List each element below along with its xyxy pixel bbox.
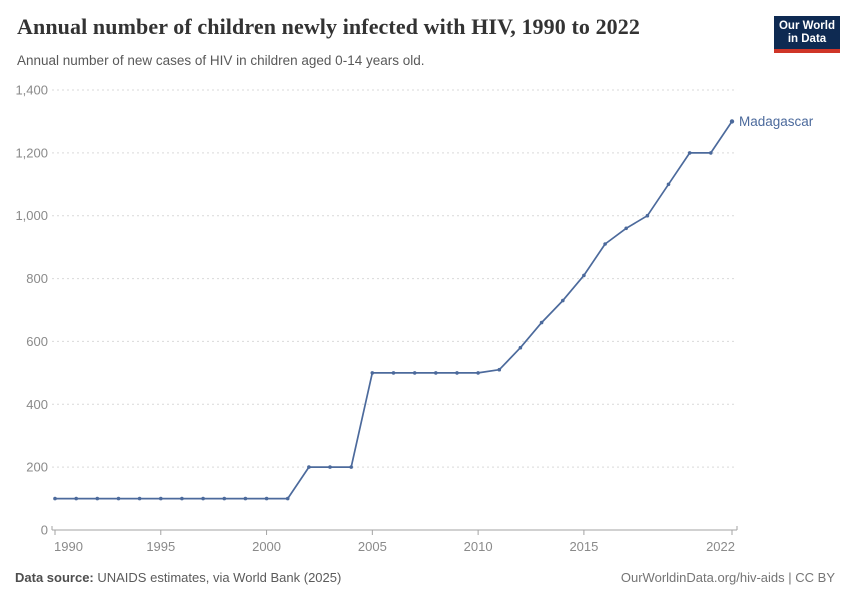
data-point [74, 496, 78, 501]
data-point [434, 371, 438, 375]
data-point [137, 496, 142, 501]
y-tick-label: 1,400 [15, 83, 48, 98]
data-point [497, 367, 502, 372]
data-point [264, 496, 269, 501]
chart-subtitle: Annual number of new cases of HIV in chi… [17, 53, 425, 68]
data-point [582, 273, 586, 278]
y-tick-label: 200 [26, 460, 48, 475]
data-source: Data source: UNAIDS estimates, via World… [15, 570, 341, 585]
data-point [180, 496, 184, 501]
x-tick-label: 2010 [464, 539, 493, 554]
data-point [687, 151, 692, 155]
data-point [307, 465, 311, 469]
data-point [476, 371, 480, 375]
data-source-value: UNAIDS estimates, via World Bank (2025) [93, 570, 342, 585]
data-point [518, 345, 523, 350]
data-point [328, 465, 332, 469]
data-point [370, 371, 375, 375]
data-point [391, 371, 396, 375]
line-chart[interactable]: 0 200 400 600 800 1,000 1,200 1,400 1990 1995 2000… [0, 80, 850, 560]
data-point [539, 320, 544, 325]
data-point [349, 465, 354, 469]
data-point [561, 298, 565, 303]
x-tick-label: 1995 [146, 539, 175, 554]
data-point [645, 213, 650, 218]
chart-title: Annual number of children newly infected… [17, 14, 640, 39]
data-point [624, 226, 628, 231]
data-point [243, 496, 248, 501]
x-tick-label: 2022 [706, 539, 735, 554]
data-point [222, 496, 227, 501]
x-tick-label: 2000 [252, 539, 281, 554]
data-point [666, 182, 671, 187]
owid-logo-line2: in Data [787, 33, 827, 45]
data-point [116, 496, 121, 501]
owid-logo: Our World in Data [774, 16, 840, 53]
y-tick-label: 600 [26, 334, 48, 349]
y-tick-label: 0 [41, 523, 48, 538]
data-point [95, 496, 100, 501]
data-point [603, 242, 607, 246]
y-tick-label: 800 [26, 271, 48, 286]
y-tick-label: 1,200 [15, 145, 48, 160]
x-tick-label: 2015 [569, 539, 598, 554]
y-tick-label: 1,000 [15, 208, 48, 223]
entity-label[interactable]: Madagascar [739, 114, 814, 129]
data-source-label: Data source: [15, 570, 94, 585]
data-point [285, 496, 290, 501]
data-point [709, 151, 713, 155]
series-line [54, 120, 733, 500]
data-point [53, 496, 57, 501]
data-point [201, 496, 205, 501]
owid-logo-line1: Our World [778, 20, 835, 32]
x-tick-label: 1990 [54, 539, 83, 554]
y-tick-label: 400 [26, 397, 48, 412]
data-point [159, 496, 163, 501]
license-note: OurWorldinData.org/hiv-aids | CC BY [620, 570, 835, 585]
data-point [455, 371, 459, 375]
data-point [729, 119, 735, 124]
data-point [412, 371, 417, 375]
x-tick-label: 2005 [358, 539, 387, 554]
